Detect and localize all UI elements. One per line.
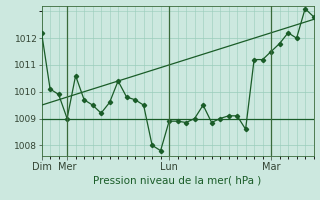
X-axis label: Pression niveau de la mer( hPa ): Pression niveau de la mer( hPa ) — [93, 176, 262, 186]
